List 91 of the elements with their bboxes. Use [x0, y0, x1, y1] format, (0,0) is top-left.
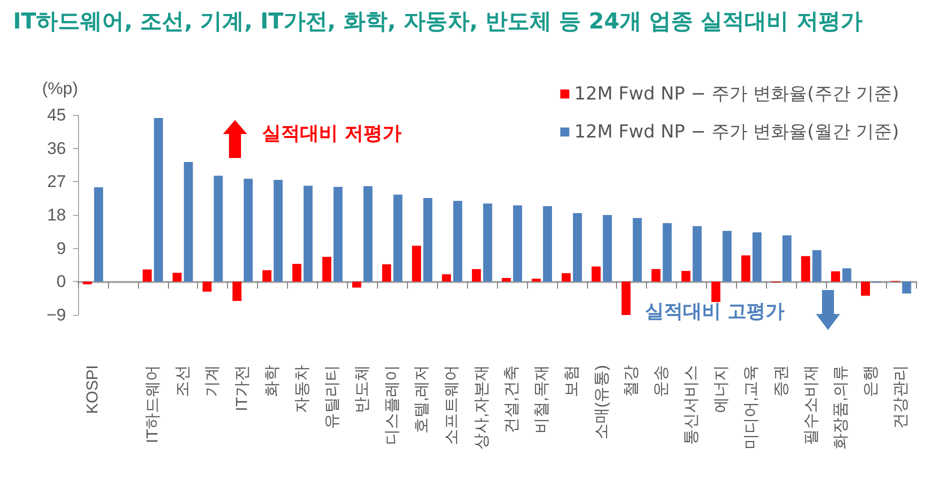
- bar: [711, 282, 720, 302]
- x-tick-label: 화장품,의류: [832, 365, 850, 450]
- bar: [184, 162, 193, 282]
- x-tick-label: 상사,자본재: [474, 365, 491, 450]
- x-tick-label: 소매(유통): [593, 365, 610, 440]
- x-tick-label: 필수소비재: [802, 365, 820, 445]
- x-tick-label: 디스플레이: [384, 365, 401, 445]
- bar: [334, 186, 343, 282]
- bar: [352, 282, 362, 288]
- bar: [262, 270, 272, 282]
- bar: [292, 264, 302, 282]
- y-tick-label: 0: [56, 272, 66, 292]
- y-tick-label: 9: [56, 238, 66, 258]
- bar: [232, 282, 242, 301]
- bar: [412, 246, 422, 282]
- bar: [513, 205, 522, 282]
- bar: [142, 269, 152, 282]
- bar: [741, 255, 750, 282]
- bar: [752, 232, 762, 282]
- bar: [502, 278, 511, 282]
- bar: [483, 204, 492, 282]
- bar: [154, 118, 163, 282]
- bar: [214, 176, 223, 282]
- bar: [532, 278, 541, 282]
- bar: [453, 200, 462, 282]
- bar: [632, 218, 642, 282]
- bar: [722, 230, 732, 282]
- bar: [801, 256, 810, 282]
- x-tick-label: 에너지: [712, 365, 730, 413]
- x-tick-label: 보험: [563, 365, 580, 397]
- bar: [244, 178, 253, 282]
- x-tick-label: 조선: [174, 365, 192, 397]
- bar: [681, 270, 690, 282]
- x-tick-label: 통신서비스: [683, 365, 700, 445]
- y-tick-label: 27: [47, 172, 66, 192]
- x-tick-label: 소프트웨어: [444, 365, 461, 445]
- bar: [423, 198, 432, 282]
- bar: [543, 206, 552, 282]
- x-tick-label: 호텔,레저: [414, 365, 431, 434]
- legend-label: 12M Fwd NP − 주가 변화율(주간 기준): [574, 84, 900, 104]
- bar: [692, 226, 702, 282]
- x-tick-label: 유틸리티: [324, 365, 341, 429]
- bar: [172, 272, 182, 282]
- bar: [94, 187, 104, 282]
- bar: [82, 282, 92, 284]
- x-tick-label: 증권: [772, 365, 790, 397]
- bar: [662, 223, 672, 282]
- bar: [382, 264, 392, 282]
- annotation: 실적대비 고평가: [645, 300, 785, 322]
- bar: [902, 282, 912, 294]
- bar: [622, 282, 631, 315]
- bar: [274, 180, 283, 282]
- bar: [831, 271, 840, 282]
- bar: [602, 215, 612, 282]
- bar: [651, 269, 660, 282]
- bar: [860, 282, 870, 296]
- legend-label: 12M Fwd NP − 주가 변화율(월간 기준): [574, 122, 900, 142]
- bar: [592, 266, 601, 282]
- bar: [812, 250, 822, 282]
- x-tick-label: 반도체: [354, 365, 371, 413]
- x-tick-label: 비철,목재: [533, 365, 550, 434]
- y-tick-label: −9: [46, 306, 66, 324]
- x-tick-label: 건강관리: [892, 365, 910, 429]
- x-tick-label: KOSPI: [84, 365, 102, 414]
- bar: [304, 186, 313, 282]
- annotation: 실적대비 저평가: [262, 122, 402, 144]
- x-tick-label: 건설,건축: [503, 365, 520, 434]
- y-tick-label: 45: [47, 106, 66, 124]
- bar: [472, 269, 481, 282]
- x-tick-label: 화학: [264, 365, 282, 397]
- y-tick-label: 36: [47, 138, 66, 158]
- x-tick-label: 기계: [204, 365, 222, 397]
- bar: [202, 282, 212, 292]
- y-axis-title: (%p): [42, 79, 78, 98]
- bar: [363, 186, 372, 282]
- y-tick-label: 18: [47, 206, 66, 224]
- x-tick-label: 철강: [623, 365, 640, 397]
- bar: [322, 256, 332, 282]
- x-tick-label: 자동차: [294, 365, 311, 413]
- x-tick-label: 은행: [862, 365, 880, 397]
- bar: [562, 273, 571, 282]
- bar: [442, 274, 451, 282]
- bar: [572, 213, 582, 282]
- x-tick-label: IT하드웨어: [144, 365, 162, 444]
- bar: [393, 194, 402, 282]
- x-tick-label: 운송: [653, 365, 670, 397]
- x-tick-label: IT가전: [234, 365, 252, 412]
- bar: [782, 235, 792, 282]
- x-tick-label: 미디어,교육: [742, 365, 760, 450]
- chart-title: IT하드웨어, 조선, 기계, IT가전, 화학, 자동차, 반도체 등 24개 업종 실적대비 저평가: [13, 10, 862, 34]
- bar: [842, 268, 852, 282]
